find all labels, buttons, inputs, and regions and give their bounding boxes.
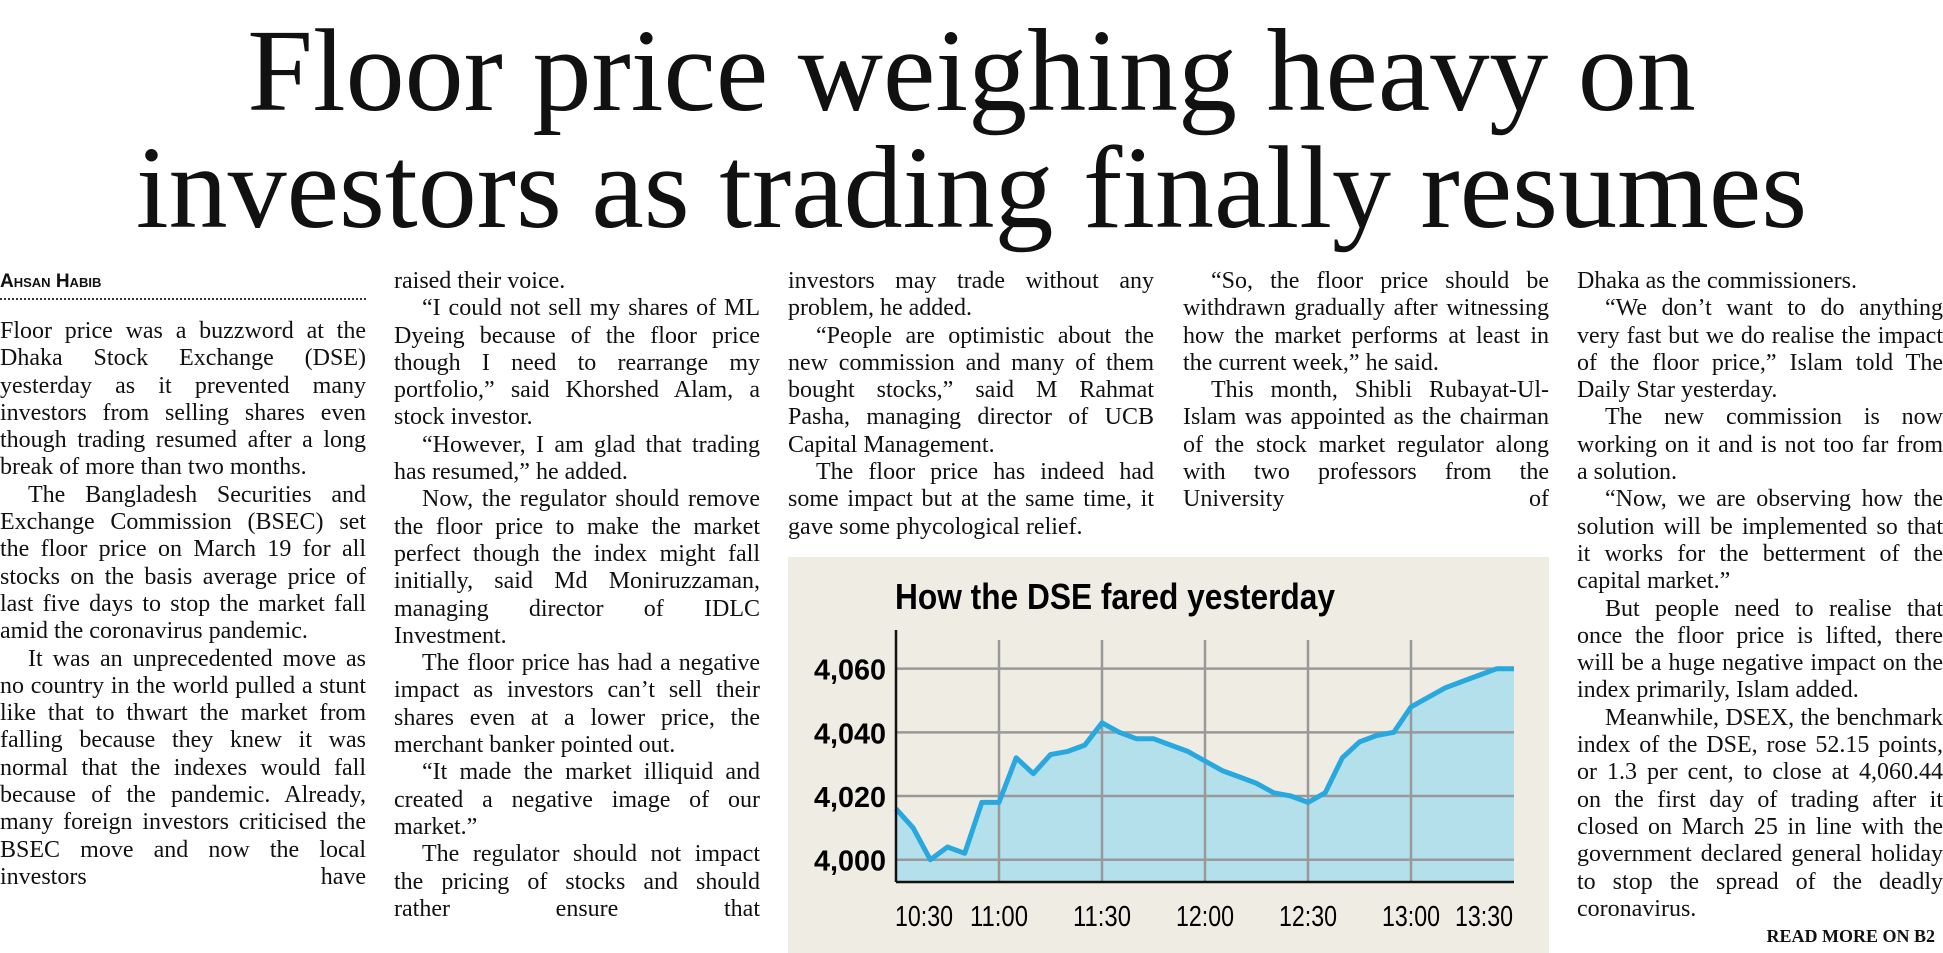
paragraph: “I could not sell my shares of ML Dyeing… [394,295,760,431]
paragraph: This month, Shibli Rubayat-Ul-Islam was … [1183,377,1549,513]
paragraph: “We don’t want to do anything very fast … [1577,295,1943,404]
x-tick-label: 11:30 [1073,901,1131,933]
line [894,666,1514,863]
column: “So, the floor price should be withdrawn… [1183,268,1549,553]
byline: Ahsan Habib [0,268,366,300]
paragraph: It was an unprecedented move as no count… [0,645,366,890]
headline-line: Floor price weighing heavy on [247,5,1696,136]
paragraph: The floor price has had a negative impac… [394,650,760,759]
paragraph: “It made the market illiquid and created… [394,759,760,840]
paragraph: “Now, we are observing how the solution … [1577,486,1943,595]
x-tick-label: 12:30 [1279,901,1337,933]
headline-line: investors as trading finally resumes [135,122,1808,253]
paragraph: The floor price has indeed had some impa… [788,459,1154,540]
paragraph: The new commission is now working on it … [1577,404,1943,486]
chart: How the DSE fared yesterday 4,000 4,020 4,0… [788,557,1549,953]
column: raised their voice. “I could not sell my … [394,268,760,953]
x-tick-label: 12:00 [1176,901,1234,933]
y-tick-label: 4,040 [814,718,886,750]
paragraph: Now, the regulator should remove the flo… [394,486,760,649]
paragraph: The Bangladesh Securities and Exchange C… [0,481,366,645]
paragraph: raised their voice. [394,268,566,294]
paragraph: “So, the floor price should be withdrawn… [1183,268,1549,376]
x-tick-label: 13:30 [1455,901,1513,933]
jump-line: READ MORE ON B2 [1766,926,1935,946]
column: Dhaka as the commissioners. “We don’t wan… [1577,268,1943,923]
y-tick-label: 4,000 [814,846,886,878]
chart-title: How the DSE fared yesterday [895,576,1335,617]
paragraph: “People are optimistic about the new com… [788,322,1154,458]
paragraph: Floor price was a buzzword at the Dhaka … [0,318,366,481]
headline: Floor price weighing heavy on investors … [0,5,1943,253]
paragraph: “However, I am glad that trading has res… [394,431,760,486]
paragraph: But people need to realise that once the… [1577,595,1943,704]
x-tick-label: 13:00 [1382,901,1440,933]
column: investors may trade without any problem,… [788,268,1154,553]
y-tick-label: 4,020 [814,782,886,814]
paragraph: The regulator should not impact the pric… [394,841,760,922]
y-tick-label: 4,060 [814,655,886,687]
column: Floor price was a buzzword at the Dhaka … [0,318,366,953]
paragraph: investors may trade without any problem,… [788,268,1154,322]
x-tick-label: 11:00 [970,901,1028,933]
x-tick-label: 10:30 [895,901,953,933]
paragraph: Meanwhile, DSEX, the benchmark index of … [1577,704,1943,922]
paragraph: Dhaka as the commissioners. [1577,268,1857,294]
